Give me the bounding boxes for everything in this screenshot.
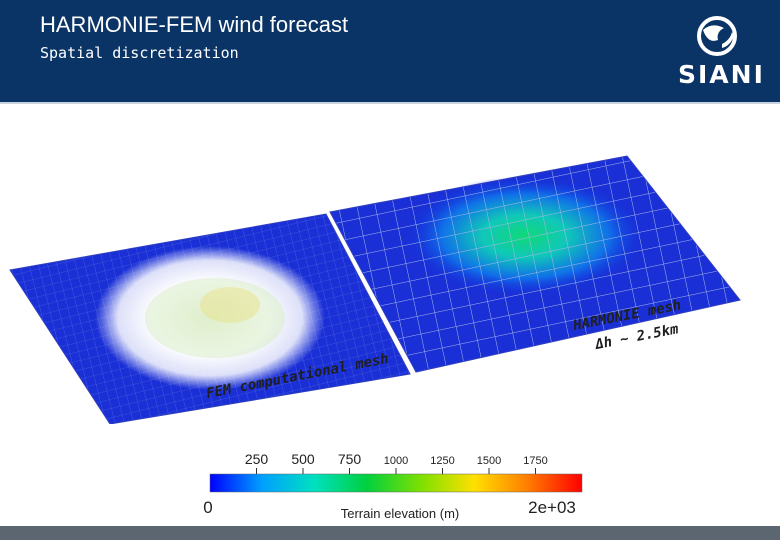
colorbar-tick-label: 1500 [477, 455, 501, 467]
footer-bar [0, 526, 780, 540]
harmonie-mesh-plane [329, 155, 741, 373]
mesh-visualization [9, 155, 741, 424]
colorbar-tick-label: 500 [291, 451, 315, 467]
page-title: HARMONIE-FEM wind forecast [40, 12, 349, 37]
logo-text: SIANI [678, 60, 765, 89]
fem-mesh-plane [9, 213, 411, 424]
colorbar-tick-label: 750 [338, 451, 362, 467]
colorbar-tick-label: 1750 [523, 455, 547, 467]
siani-logo [697, 16, 737, 56]
colorbar-title: Terrain elevation (m) [340, 506, 460, 521]
colorbar-min-label: 0 [203, 498, 212, 517]
colorbar-tick-label: 1000 [384, 455, 408, 467]
colorbar-ticks: 250 500 750 1000 1250 1500 1750 [245, 451, 548, 474]
colorbar-max-label: 2e+03 [528, 498, 576, 517]
page-subtitle: Spatial discretization [40, 44, 239, 62]
header-bar: HARMONIE-FEM wind forecast Spatial discr… [0, 0, 780, 104]
elevation-colorbar: 250 500 750 1000 1250 1500 1750 0 2e+03 [203, 451, 583, 517]
colorbar-tick-label: 250 [245, 451, 269, 467]
colorbar-gradient [209, 473, 583, 493]
colorbar-tick-label: 1250 [430, 455, 454, 467]
